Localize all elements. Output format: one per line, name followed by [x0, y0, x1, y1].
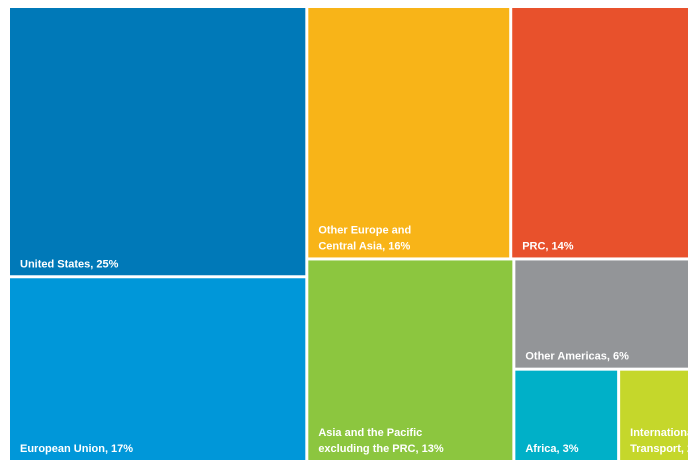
treemap-tile: [10, 8, 306, 276]
treemap-tile: [515, 260, 688, 368]
tile-label: Other Americas, 6%: [525, 351, 629, 363]
tile-label: European Union, 17%: [20, 443, 133, 455]
treemap-tile: [512, 8, 688, 258]
treemap-tile: [308, 260, 513, 460]
treemap-tile: [308, 8, 510, 258]
treemap-tile: [10, 278, 306, 460]
tile-label: InternationalTransport, 2%: [630, 427, 688, 455]
tile-label: Other Europe and Central Asia, 16%: [318, 224, 411, 252]
tile-label: PRC, 14%: [522, 240, 574, 252]
treemap-tile: [620, 370, 688, 460]
treemap-tile: [515, 370, 618, 460]
tile-label: Asia and the Pacific excluding the PRC, 1…: [318, 427, 444, 455]
tile-label: United States, 25%: [20, 258, 119, 270]
tile-label: Africa, 3%: [525, 443, 578, 455]
